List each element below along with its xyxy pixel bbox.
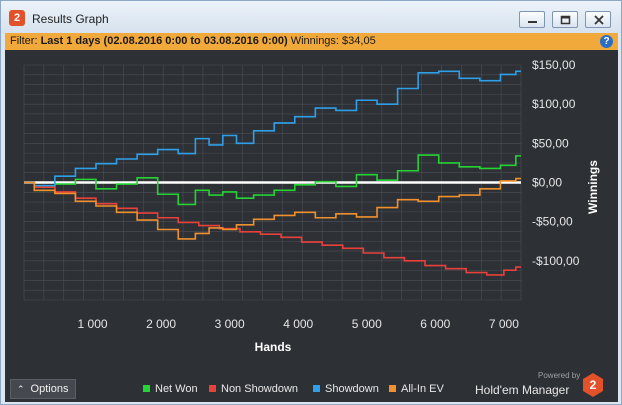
winnings-label: Winnings:	[290, 35, 339, 47]
x-tick-label: 5 000	[352, 317, 382, 331]
minimize-button[interactable]	[519, 11, 545, 28]
series-line-net-won	[24, 154, 521, 206]
series-line-all-in-ev	[24, 177, 521, 240]
close-icon	[594, 15, 604, 25]
y-axis-label: Winnings	[586, 160, 600, 214]
legend-swatch	[209, 385, 216, 392]
x-axis-label: Hands	[255, 340, 292, 354]
legend-item-showdown[interactable]: Showdown	[313, 383, 379, 395]
winnings-value: $34,05	[342, 35, 376, 47]
graph-area: 1 000 2 000 3 000 4 000 5 000 6 000 7 000 $150,…	[5, 50, 618, 375]
y-tick-label: $150,00	[532, 58, 576, 72]
y-tick-label: $100,00	[532, 97, 576, 111]
legend-label: Non Showdown	[221, 383, 299, 395]
legend-item-all-in-ev[interactable]: All-In EV	[389, 383, 444, 395]
maximize-button[interactable]	[552, 11, 578, 28]
legend-label: Showdown	[325, 383, 379, 395]
maximize-icon	[560, 15, 571, 25]
y-tick-label: $50,00	[532, 136, 569, 150]
brand-logo-icon: 2	[583, 373, 603, 397]
powered-by-text: Powered by	[538, 371, 581, 380]
brand-name: Hold'em Manager	[475, 383, 570, 397]
app-logo-icon: 2	[9, 10, 25, 26]
series-line-showdown	[24, 70, 521, 187]
x-tick-label: 3 000	[215, 317, 245, 331]
y-tick-label: -$50,00	[532, 215, 573, 229]
window-title: Results Graph	[32, 12, 109, 26]
filter-label: Filter:	[10, 35, 38, 47]
help-icon[interactable]: ?	[600, 35, 613, 48]
legend-label: All-In EV	[401, 383, 444, 395]
title-bar[interactable]: 2 Results Graph	[1, 1, 621, 33]
filter-value: Last 1 days (02.08.2016 0:00 to 03.08.20…	[40, 35, 288, 47]
x-tick-label: 7 000	[489, 317, 519, 331]
filter-bar: Filter: Last 1 days (02.08.2016 0:00 to …	[5, 33, 618, 50]
options-button[interactable]: ⌃ Options	[10, 379, 76, 399]
x-tick-label: 2 000	[146, 317, 176, 331]
legend-label: Net Won	[155, 383, 198, 395]
legend-swatch	[143, 385, 150, 392]
chevron-up-icon: ⌃	[17, 384, 25, 394]
bottom-bar: ⌃ Options Net Won Non Showdown Showdown A…	[5, 375, 618, 402]
options-label: Options	[30, 383, 69, 395]
legend-item-net-won[interactable]: Net Won	[143, 383, 198, 395]
legend-swatch	[389, 385, 396, 392]
legend-item-non-showdown[interactable]: Non Showdown	[209, 383, 298, 395]
legend-swatch	[313, 385, 320, 392]
series-line-non-showdown	[24, 181, 521, 276]
y-tick-label: $0,00	[532, 176, 562, 190]
results-chart: 1 000 2 000 3 000 4 000 5 000 6 000 7 000 $150,…	[23, 58, 600, 354]
x-tick-label: 1 000	[78, 317, 108, 331]
x-tick-label: 4 000	[283, 317, 313, 331]
minimize-icon	[528, 21, 537, 23]
close-button[interactable]	[585, 11, 611, 28]
y-tick-label: -$100,00	[532, 254, 580, 268]
x-tick-label: 6 000	[420, 317, 450, 331]
